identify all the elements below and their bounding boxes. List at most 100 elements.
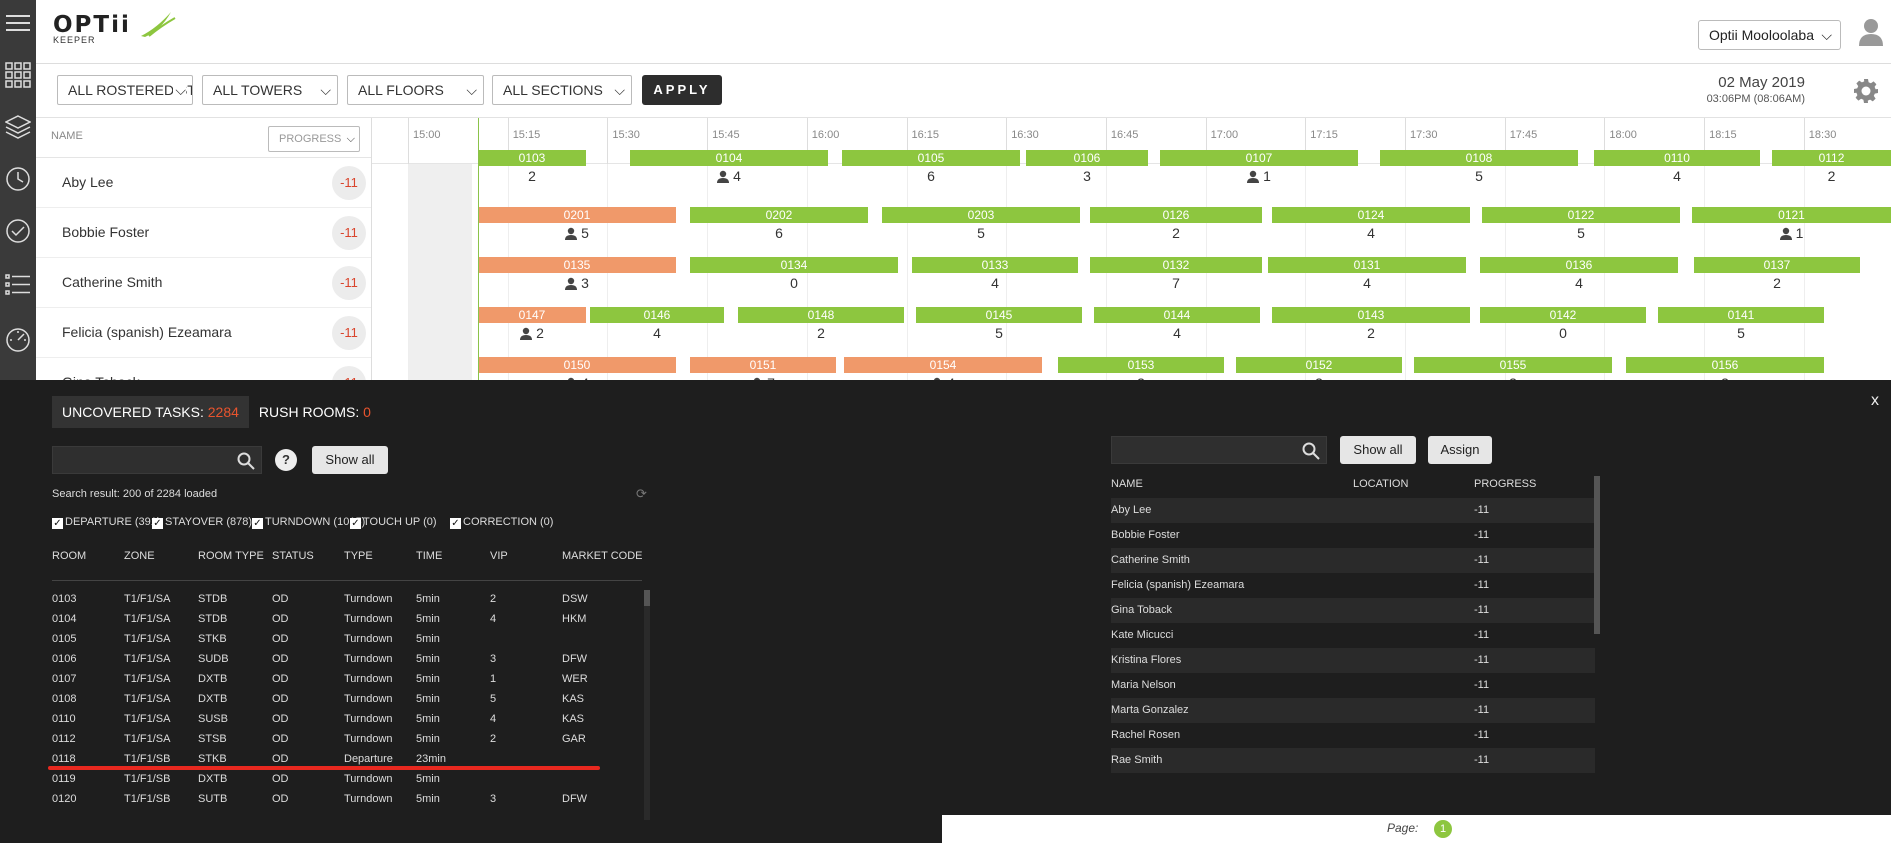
staff-list-row[interactable]: Maria Nelson -11: [1111, 673, 1595, 698]
user-avatar-icon[interactable]: [1859, 18, 1883, 49]
task-block[interactable]: 0136 4: [1480, 257, 1678, 293]
task-block[interactable]: 0124 4: [1272, 207, 1470, 243]
task-block[interactable]: 0132 7: [1090, 257, 1262, 293]
task-block[interactable]: 0153 3: [1058, 357, 1224, 380]
task-type-checkbox[interactable]: ✓ TURNDOWN (1015): [252, 516, 365, 529]
task-block[interactable]: 0112 2: [1772, 150, 1891, 186]
task-block[interactable]: 0107 1: [1160, 150, 1358, 186]
task-block[interactable]: 0143 2: [1272, 307, 1470, 343]
staff-list-row[interactable]: Aby Lee -11: [1111, 498, 1595, 523]
task-row[interactable]: 0107 T1/F1/SA DXTB OD Turndown 5min 1 WER: [52, 670, 642, 690]
task-block[interactable]: 0135 3: [478, 257, 676, 293]
sections-filter[interactable]: ALL SECTIONS ⌵: [492, 75, 632, 105]
rostered-staff-filter[interactable]: ALL ROSTERED STAFF ⌵: [57, 75, 193, 105]
task-block[interactable]: 0103 2: [478, 150, 586, 186]
staff-row[interactable]: Felicia (spanish) Ezeamara -11: [36, 308, 371, 358]
staff-search-input[interactable]: [1111, 436, 1327, 464]
task-column-header[interactable]: TIME: [416, 550, 443, 562]
grid-icon[interactable]: [3, 60, 33, 90]
task-block[interactable]: 0146 4: [590, 307, 724, 343]
search-icon[interactable]: [1302, 442, 1320, 463]
apply-button[interactable]: APPLY: [642, 75, 722, 105]
staff-row[interactable]: Gina Toback -11: [36, 358, 371, 380]
staff-list-row[interactable]: Kristina Flores -11: [1111, 648, 1595, 673]
refresh-icon[interactable]: ⟳: [636, 486, 647, 501]
task-block[interactable]: 0148 2: [738, 307, 904, 343]
task-row[interactable]: 0106 T1/F1/SA SUDB OD Turndown 5min 3 DFW: [52, 650, 642, 670]
task-block[interactable]: 0106 3: [1026, 150, 1148, 186]
property-select[interactable]: Optii Mooloolaba ⌵: [1697, 20, 1841, 50]
task-block[interactable]: 0108 5: [1380, 150, 1578, 186]
task-block[interactable]: 0133 4: [912, 257, 1078, 293]
staff-row[interactable]: Catherine Smith -11: [36, 258, 371, 308]
task-block[interactable]: 0155 3: [1414, 357, 1612, 380]
task-row[interactable]: 0110 T1/F1/SA SUSB OD Turndown 5min 4 KAS: [52, 710, 642, 730]
task-block[interactable]: 0142 0: [1480, 307, 1646, 343]
task-block[interactable]: 0147 2: [478, 307, 586, 343]
page-number-button[interactable]: 1: [1434, 820, 1452, 838]
task-search-input[interactable]: [52, 446, 262, 474]
search-icon[interactable]: [237, 452, 255, 473]
speedometer-icon[interactable]: [3, 324, 33, 354]
task-block[interactable]: 0104 4: [630, 150, 828, 186]
task-row[interactable]: 0120 T1/F1/SB SUTB OD Turndown 5min 3 DFW: [52, 790, 642, 810]
task-column-header[interactable]: ROOM TYPE: [198, 550, 264, 562]
task-row[interactable]: 0105 T1/F1/SA STKB OD Turndown 5min: [52, 630, 642, 650]
task-column-header[interactable]: ROOM: [52, 550, 87, 562]
task-block[interactable]: 0126 2: [1090, 207, 1262, 243]
task-row[interactable]: 0104 T1/F1/SA STDB OD Turndown 5min 4 HKM: [52, 610, 642, 630]
task-type-checkbox[interactable]: ✓ STAYOVER (878): [152, 516, 252, 529]
hamburger-menu-icon[interactable]: [3, 8, 33, 38]
floors-filter[interactable]: ALL FLOORS ⌵: [347, 75, 484, 105]
staff-list-row[interactable]: Rae Smith -11: [1111, 748, 1595, 773]
staff-row[interactable]: Aby Lee -11: [36, 158, 371, 208]
task-block[interactable]: 0145 5: [916, 307, 1082, 343]
check-circle-icon[interactable]: [3, 216, 33, 246]
task-block[interactable]: 0137 2: [1694, 257, 1860, 293]
clock-icon[interactable]: [3, 164, 33, 194]
task-block[interactable]: 0134 0: [690, 257, 898, 293]
towers-filter[interactable]: ALL TOWERS ⌵: [202, 75, 338, 105]
layers-icon[interactable]: [3, 112, 33, 142]
task-block[interactable]: 0144 4: [1094, 307, 1260, 343]
task-row[interactable]: 0103 T1/F1/SA STDB OD Turndown 5min 2 DSW: [52, 590, 642, 610]
task-type-checkbox[interactable]: ✓ CORRECTION (0): [450, 516, 553, 529]
staff-list-row[interactable]: Kate Micucci -11: [1111, 623, 1595, 648]
task-type-checkbox[interactable]: ✓ DEPARTURE (391): [52, 516, 161, 529]
task-block[interactable]: 0105 6: [842, 150, 1020, 186]
staff-list-row[interactable]: Gina Toback -11: [1111, 598, 1595, 623]
task-column-header[interactable]: STATUS: [272, 550, 314, 562]
staff-list-row[interactable]: Marta Gonzalez -11: [1111, 698, 1595, 723]
assign-button[interactable]: Assign: [1428, 436, 1492, 464]
task-block[interactable]: 0122 5: [1482, 207, 1680, 243]
task-block[interactable]: 0141 5: [1658, 307, 1824, 343]
progress-sort-select[interactable]: PROGRESS ⌵: [268, 126, 360, 152]
task-block[interactable]: 0151 7: [690, 357, 836, 380]
task-block[interactable]: 0131 4: [1268, 257, 1466, 293]
staff-table-scrollbar[interactable]: [1594, 476, 1600, 634]
task-type-checkbox[interactable]: ✓ TOUCH UP (0): [350, 516, 437, 529]
show-all-tasks-button[interactable]: Show all: [312, 446, 388, 474]
staff-list-row[interactable]: Felicia (spanish) Ezeamara -11: [1111, 573, 1595, 598]
task-block[interactable]: 0150 4: [478, 357, 676, 380]
task-block[interactable]: 0110 4: [1594, 150, 1760, 186]
scrollbar-thumb[interactable]: [644, 590, 650, 606]
task-row[interactable]: 0108 T1/F1/SA DXTB OD Turndown 5min 5 KAS: [52, 690, 642, 710]
task-block[interactable]: 0121 1: [1692, 207, 1891, 243]
close-panel-button[interactable]: x: [1871, 392, 1879, 409]
task-block[interactable]: 0201 5: [478, 207, 676, 243]
task-column-header[interactable]: VIP: [490, 550, 508, 562]
task-row[interactable]: 0119 T1/F1/SB DXTB OD Turndown 5min: [52, 770, 642, 790]
staff-list-row[interactable]: Rachel Rosen -11: [1111, 723, 1595, 748]
staff-list-row[interactable]: Catherine Smith -11: [1111, 548, 1595, 573]
list-icon[interactable]: [3, 270, 33, 300]
task-block[interactable]: 0156 3: [1626, 357, 1824, 380]
task-table-scrollbar[interactable]: [644, 590, 650, 820]
task-column-header[interactable]: TYPE: [344, 550, 373, 562]
gear-icon[interactable]: [1853, 78, 1879, 107]
task-block[interactable]: 0152 3: [1236, 357, 1402, 380]
staff-column-header[interactable]: LOCATION: [1353, 478, 1409, 490]
staff-column-header[interactable]: PROGRESS: [1474, 478, 1537, 490]
task-row[interactable]: 0112 T1/F1/SA STSB OD Turndown 5min 2 GAR: [52, 730, 642, 750]
task-block[interactable]: 0202 6: [690, 207, 868, 243]
